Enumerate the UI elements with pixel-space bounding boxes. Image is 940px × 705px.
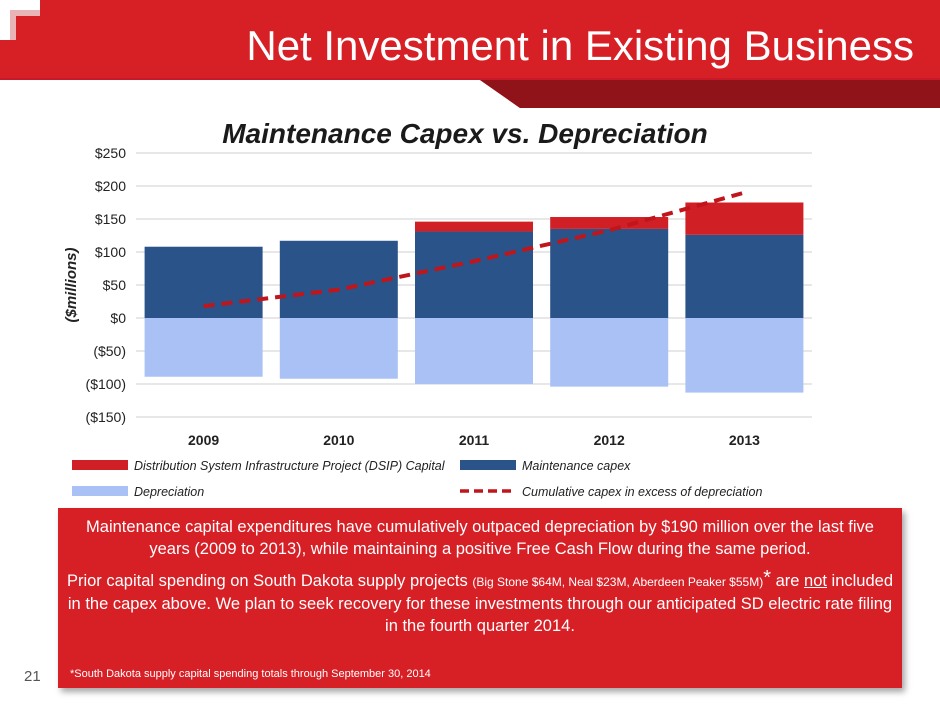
line-cumulative-excess: [203, 190, 745, 309]
x-tick-label: 2009: [188, 432, 219, 448]
bar-maintenance-capex: [144, 246, 263, 318]
y-tick-label: $100: [95, 244, 126, 260]
y-tick-label: $200: [95, 178, 126, 194]
footnote-marker: *: [763, 567, 771, 589]
bar-dsip-capital: [550, 217, 669, 229]
legend-label: Cumulative capex in excess of depreciati…: [522, 485, 762, 499]
y-axis-label: ($millions): [63, 247, 80, 322]
y-tick-label: ($150): [86, 409, 126, 425]
legend-label: Maintenance capex: [522, 459, 631, 473]
callout-box: Maintenance capital expenditures have cu…: [58, 508, 902, 688]
bar-depreciation: [550, 318, 669, 387]
bar-maintenance-capex: [279, 240, 398, 318]
legend-swatch: [72, 486, 128, 496]
x-tick-label: 2013: [729, 432, 760, 448]
legend-label: Distribution System Infrastructure Proje…: [134, 459, 446, 473]
company-logo: [0, 0, 40, 40]
page-number: 21: [24, 668, 41, 685]
page-title: Net Investment in Existing Business: [246, 22, 914, 69]
y-tick-label: $150: [95, 211, 126, 227]
bar-depreciation: [685, 318, 804, 393]
legend-swatch: [460, 460, 516, 470]
chart-title: Maintenance Capex vs. Depreciation: [222, 118, 708, 149]
callout-text: Prior capital spending on South Dakota s…: [66, 572, 473, 590]
callout-paragraph-1: Maintenance capital expenditures have cu…: [86, 518, 874, 558]
callout-text: are: [771, 572, 805, 590]
callout-paragraph-2: Prior capital spending on South Dakota s…: [64, 567, 896, 637]
bar-depreciation: [415, 318, 533, 384]
chart: $250 $200 $150 $100 $50 $0 ($50) ($100) ($150) ($…: [63, 145, 812, 499]
y-tick-label: $0: [110, 310, 126, 326]
header-background: [0, 0, 940, 108]
y-tick-label: ($50): [93, 343, 126, 359]
y-tick-label: ($100): [86, 376, 126, 392]
bar-depreciation: [279, 318, 398, 379]
legend-label: Depreciation: [134, 485, 204, 499]
callout-emphasis: not: [804, 572, 827, 590]
callout-text: included in the capex above. We plan to …: [67, 572, 894, 635]
bar-maintenance-capex: [415, 231, 533, 318]
footnote: *South Dakota supply capital spending to…: [70, 668, 431, 680]
y-tick-label: $250: [95, 145, 126, 161]
bar-dsip-capital: [415, 221, 533, 232]
callout-projects-detail: (Big Stone $64M, Neal $23M, Aberdeen Pea…: [472, 575, 764, 589]
y-tick-label: $50: [103, 277, 127, 293]
x-tick-label: 2011: [459, 432, 490, 448]
header-band: Net Investment in Existing Business: [0, 0, 940, 108]
legend-swatch: [72, 460, 128, 470]
bar-maintenance-capex: [685, 234, 804, 318]
bar-maintenance-capex: [550, 228, 669, 318]
bar-depreciation: [144, 318, 263, 377]
x-tick-label: 2010: [323, 432, 354, 448]
x-tick-label: 2012: [594, 432, 625, 448]
bar-dsip-capital: [685, 202, 804, 235]
